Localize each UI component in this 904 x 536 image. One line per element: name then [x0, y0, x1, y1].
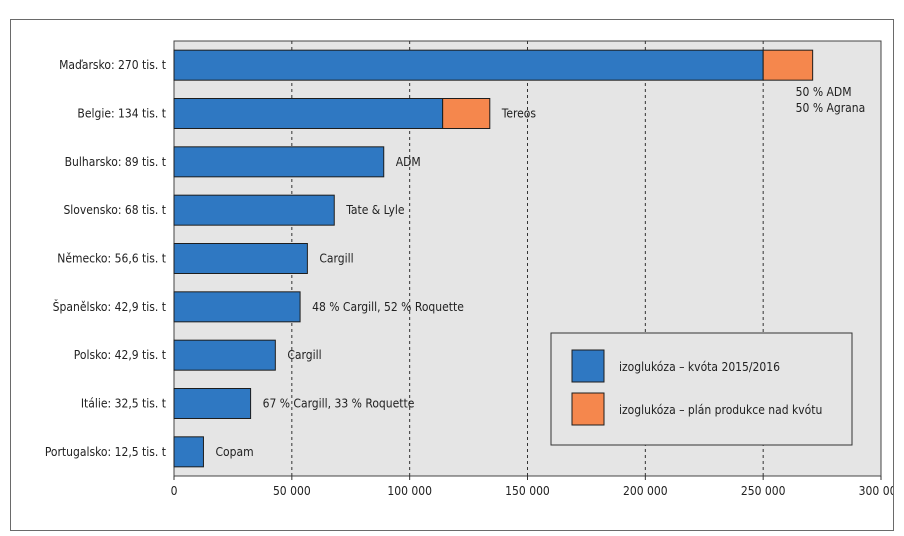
bar-label: 67 % Cargill, 33 % Roquette — [263, 397, 415, 411]
category-label: Maďarsko: 270 tis. t — [59, 58, 166, 72]
category-label: Španělsko: 42,9 tis. t — [53, 299, 166, 314]
x-tick-label: 300 000 — [859, 484, 893, 498]
category-label: Polsko: 42,9 tis. t — [74, 348, 166, 362]
category-label: Slovensko: 68 tis. t — [63, 203, 166, 217]
bar-label: 50 % ADM — [796, 85, 852, 99]
bar-label: 50 % Agrana — [796, 101, 866, 115]
bar-chart: 0 50 000 100 000 150 000 200 000 250 000 300 0… — [45, 40, 893, 498]
bar-quota — [173, 436, 204, 468]
legend-label: izoglukóza – kvóta 2015/2016 — [619, 360, 780, 374]
chart-frame: 0 50 000 100 000 150 000 200 000 250 000 300 0… — [10, 19, 894, 531]
category-label: Belgie: 134 tis. t — [77, 107, 166, 121]
bar-quota — [173, 339, 276, 371]
legend-label: izoglukóza – plán produkce nad kvótu — [619, 403, 822, 417]
x-tick-label: 50 000 — [273, 484, 311, 498]
bar-label: Cargill — [287, 348, 321, 362]
x-tick-label: 0 — [171, 484, 178, 498]
category-label: Itálie: 32,5 tis. t — [81, 397, 166, 411]
x-tick-label: 200 000 — [623, 484, 668, 498]
legend-swatch — [571, 349, 605, 383]
bar-quota — [173, 243, 308, 274]
legend-swatch — [571, 392, 605, 426]
bar-plan — [762, 49, 814, 81]
bar-label: Tate & Lyle — [345, 203, 405, 217]
bar-label: ADM — [396, 155, 421, 169]
bar-quota — [173, 146, 385, 178]
x-tick-label: 150 000 — [505, 484, 550, 498]
bar-quota — [173, 388, 252, 419]
bar-plan — [442, 98, 491, 129]
bar-quota — [173, 98, 444, 129]
bar-label: Cargill — [319, 252, 353, 266]
bar-label: Copam — [215, 445, 253, 459]
bar-label: Tereos — [501, 107, 537, 121]
category-label: Německo: 56,6 tis. t — [57, 252, 166, 266]
bar-label: 48 % Cargill, 52 % Roquette — [312, 300, 464, 314]
category-label: Portugalsko: 12,5 tis. t — [45, 445, 166, 459]
bar-quota — [173, 49, 764, 81]
bar-quota — [173, 291, 301, 323]
x-tick-label: 100 000 — [387, 484, 432, 498]
category-label: Bulharsko: 89 tis. t — [65, 155, 166, 169]
x-tick-label: 250 000 — [741, 484, 786, 498]
bar-quota — [173, 194, 335, 226]
